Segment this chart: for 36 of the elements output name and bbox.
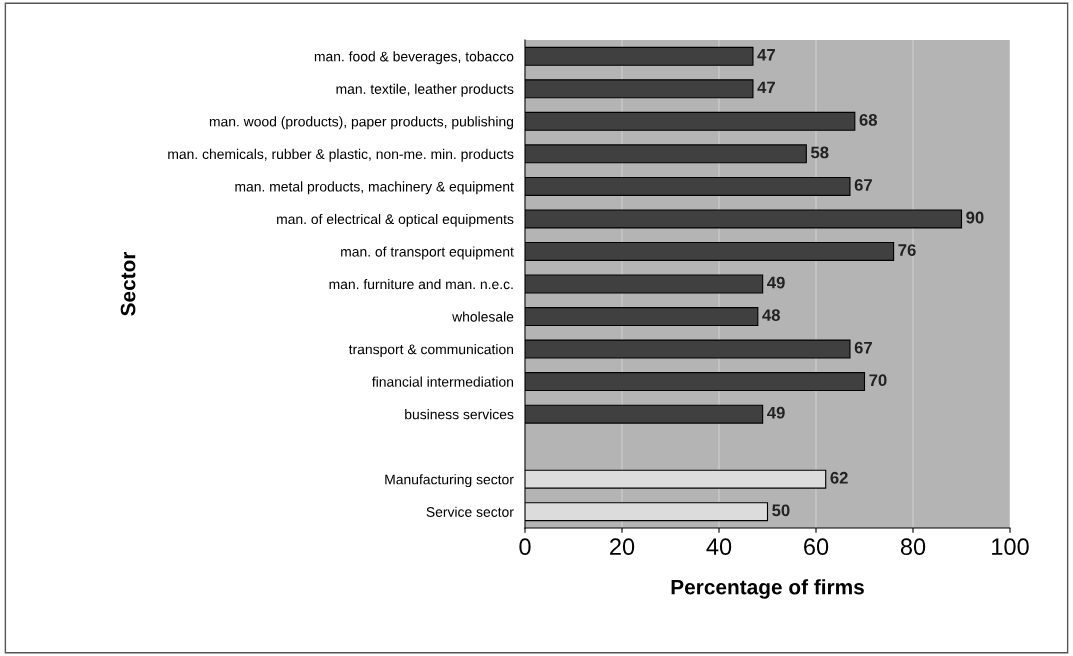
data-label: 48 — [762, 309, 780, 322]
x-tick-label: 0 — [519, 538, 531, 556]
x-tick-label: 80 — [900, 538, 926, 556]
data-label: 68 — [859, 114, 877, 126]
data-label: 67 — [854, 341, 872, 354]
y-tick-label: financial intermediation — [372, 376, 513, 387]
data-label: 50 — [772, 504, 790, 517]
data-label: 70 — [869, 374, 887, 387]
y-tick-label: man. wood (products), paper products, publishing — [209, 116, 514, 130]
data-label: 49 — [767, 276, 785, 289]
data-label: 90 — [966, 211, 984, 224]
data-label: 47 — [757, 81, 775, 94]
y-tick-label: business services — [405, 409, 514, 420]
y-tick-label: transport & communication — [348, 344, 513, 357]
data-label: 76 — [898, 244, 916, 256]
x-tick-label: 20 — [610, 538, 635, 556]
data-label: 67 — [854, 179, 872, 191]
data-label: 62 — [830, 471, 848, 484]
y-tick-label: wholesale — [452, 311, 514, 322]
y-tick-label: Service sector — [426, 506, 514, 517]
y-tick-label: man. metal products, machinery & equipment — [235, 181, 514, 195]
x-tick-label: 60 — [804, 538, 829, 556]
data-label: 58 — [810, 146, 829, 159]
y-tick-label: man. of transport equipment — [341, 246, 514, 260]
y-tick-label: Manufacturing sector — [385, 474, 514, 488]
data-label: 49 — [767, 406, 785, 419]
y-axis-title: Sector — [120, 251, 136, 316]
y-tick-label: man. textile, leather products — [336, 83, 514, 97]
y-tick-label: man. chemicals, rubber & plastic, non-me. min. products — [168, 148, 514, 162]
y-tick-label: man. food & beverages, tobacco — [314, 51, 514, 65]
x-tick-label: 40 — [706, 538, 732, 556]
y-tick-label: man. furniture and man. n.e.c. — [329, 278, 513, 290]
x-tick-label: 100 — [992, 538, 1029, 556]
x-axis-title: Percentage of firms — [671, 579, 864, 599]
y-tick-label: man. of electrical & optical equipments — [277, 213, 514, 227]
data-label: 47 — [757, 49, 775, 61]
